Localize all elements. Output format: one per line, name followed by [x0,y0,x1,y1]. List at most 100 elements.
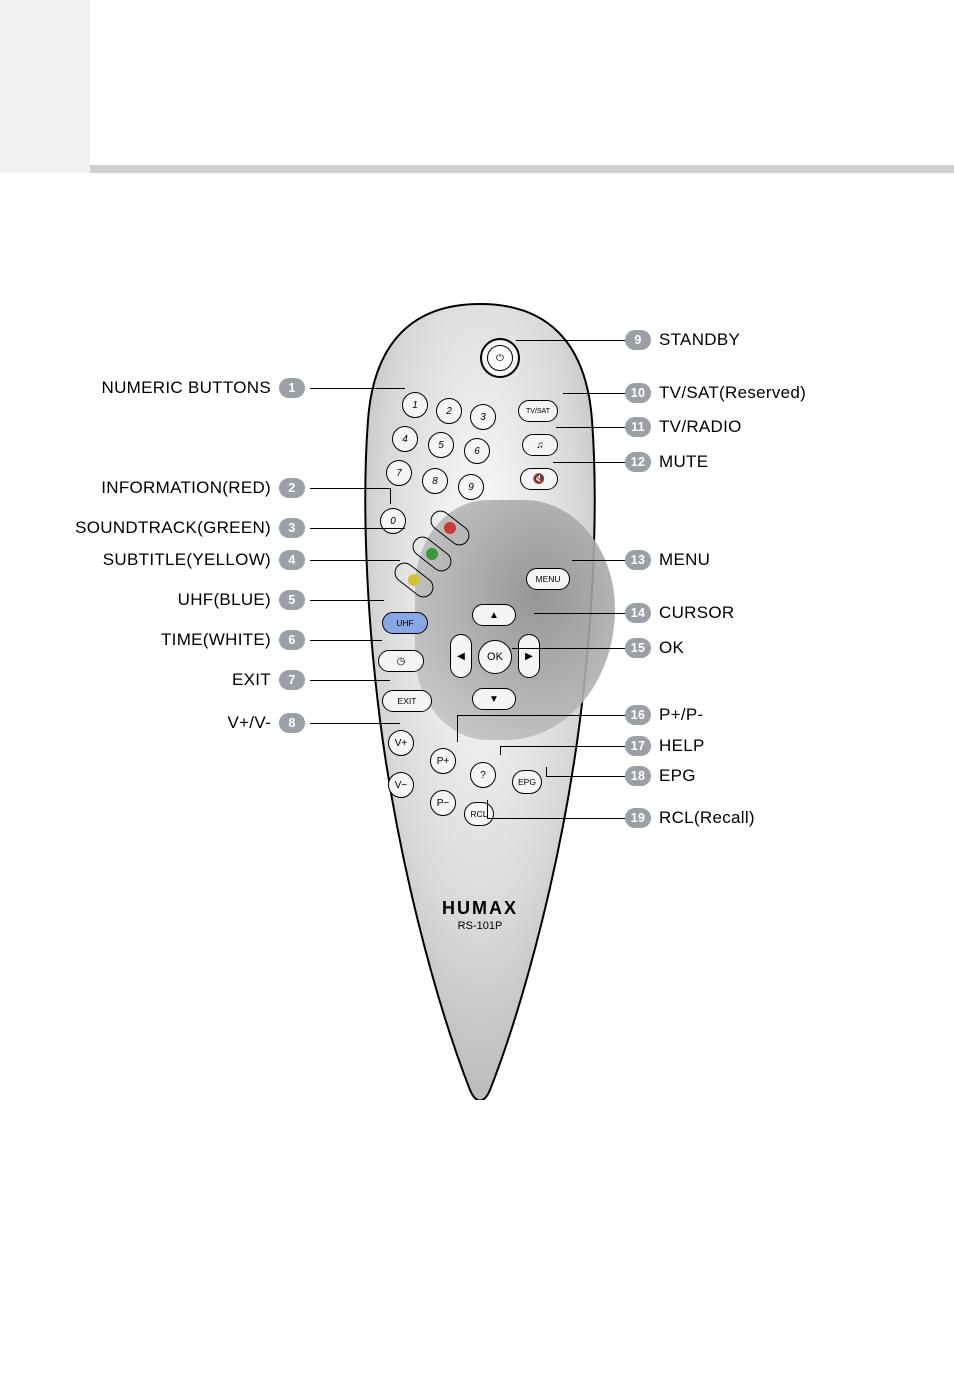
header-band [90,165,954,173]
leader-line [310,388,405,389]
leader-line [512,648,625,649]
callout-right-10: 10TV/SAT(Reserved) [625,383,806,403]
callout-label-7: EXIT [232,670,271,690]
leader-line [500,746,625,747]
callout-left-7: 7EXIT [232,670,305,690]
leader-line-v [390,488,391,504]
callout-right-18: 18EPG [625,766,696,786]
num-4[interactable]: 4 [392,426,418,452]
leader-line [563,393,625,394]
num-3-label: 3 [480,412,486,423]
cursor-left[interactable]: ◀ [450,634,472,678]
cursor-down[interactable]: ▼ [472,688,516,710]
exit-button[interactable]: EXIT [382,690,432,712]
prog-plus[interactable]: P+ [430,748,456,774]
callout-right-17: 17HELP [625,736,705,756]
callout-left-6: 6TIME(WHITE) [161,630,305,650]
tvsat-button[interactable]: TV/SAT [518,400,558,422]
epg-button[interactable]: EPG [512,770,542,794]
callout-left-4: 4SUBTITLE(YELLOW) [103,550,305,570]
callout-badge-11: 11 [625,417,651,437]
brand-text: HUMAX [350,898,610,919]
menu-label: MENU [535,574,560,584]
vol-minus-label: V− [395,780,408,791]
mute-icon: 🔇 [533,474,545,485]
callout-label-11: TV/RADIO [659,417,742,437]
callout-left-1: 1NUMERIC BUTTONS [102,378,305,398]
callout-right-13: 13MENU [625,550,710,570]
callout-left-3: 3 SOUNDTRACK(GREEN) [75,518,305,538]
leader-line-v [546,767,547,776]
yellow-dot-icon [406,572,423,589]
rcl-button[interactable]: RCL [464,802,494,826]
mute-button[interactable]: 🔇 [520,468,558,490]
leader-line [546,776,625,777]
leader-line [310,600,384,601]
callout-badge-19: 19 [625,808,651,828]
num-6[interactable]: 6 [464,438,490,464]
num-6-label: 6 [474,446,480,457]
num-7-label: 7 [396,468,402,479]
help-button[interactable]: ? [470,762,496,788]
epg-label: EPG [518,777,536,787]
callout-right-11: 11 TV/RADIO [625,417,742,437]
num-0[interactable]: 0 [380,508,406,534]
num-1-label: 1 [412,400,418,411]
down-arrow-icon: ▼ [489,694,499,705]
cursor-right[interactable]: ▶ [518,634,540,678]
leader-line-v [487,800,488,818]
num-8[interactable]: 8 [422,468,448,494]
leader-line [310,680,390,681]
vol-plus[interactable]: V+ [388,730,414,756]
callout-badge-4: 4 [279,550,305,570]
time-button[interactable]: ◷ [378,650,424,672]
callout-left-8: 8V+/V- [227,713,305,733]
num-2[interactable]: 2 [436,398,462,424]
num-3[interactable]: 3 [470,404,496,430]
callout-label-16: P+/P- [659,705,704,725]
callout-right-19: 19 RCL(Recall) [625,808,755,828]
num-5[interactable]: 5 [428,432,454,458]
callout-right-14: 14CURSOR [625,603,734,623]
corner-box [0,0,90,173]
uhf-button[interactable]: UHF [382,612,428,634]
leader-line-v [500,746,501,755]
left-arrow-icon: ◀ [457,651,465,662]
ok-button[interactable]: OK [478,640,512,674]
remote-diagram: ⏻ 1 2 3 4 5 6 7 8 9 0 TV/SAT ♫ 🔇 UHF ◷ E… [0,280,954,1140]
help-label: ? [480,770,486,781]
callout-badge-3: 3 [279,518,305,538]
num-0-label: 0 [390,516,396,527]
leader-line [310,560,400,561]
vol-minus[interactable]: V− [388,772,414,798]
red-dot-icon [442,520,459,537]
num-5-label: 5 [438,440,444,451]
callout-right-16: 16 P+/P- [625,705,704,725]
tvradio-button[interactable]: ♫ [522,434,558,456]
num-9-label: 9 [468,482,474,493]
callout-label-19: RCL(Recall) [659,808,755,828]
callout-label-3: SOUNDTRACK(GREEN) [75,518,271,538]
prog-minus[interactable]: P− [430,790,456,816]
menu-button[interactable]: MENU [526,568,570,590]
num-1[interactable]: 1 [402,392,428,418]
cursor-up[interactable]: ▲ [472,604,516,626]
callout-label-14: CURSOR [659,603,734,623]
callout-badge-13: 13 [625,550,651,570]
prog-plus-label: P+ [437,756,450,767]
leader-line [516,340,625,341]
num-7[interactable]: 7 [386,460,412,486]
callout-badge-16: 16 [625,705,651,725]
num-9[interactable]: 9 [458,474,484,500]
leader-line [457,715,625,716]
power-icon: ⏻ [496,353,504,364]
tvsat-label: TV/SAT [526,408,550,415]
num-4-label: 4 [402,434,408,445]
right-arrow-icon: ▶ [525,651,533,662]
callout-right-15: 15OK [625,638,684,658]
leader-line [553,462,625,463]
vol-plus-label: V+ [395,738,408,749]
callout-label-12: MUTE [659,452,708,472]
leader-line [572,560,625,561]
standby-button[interactable]: ⏻ [487,345,513,371]
